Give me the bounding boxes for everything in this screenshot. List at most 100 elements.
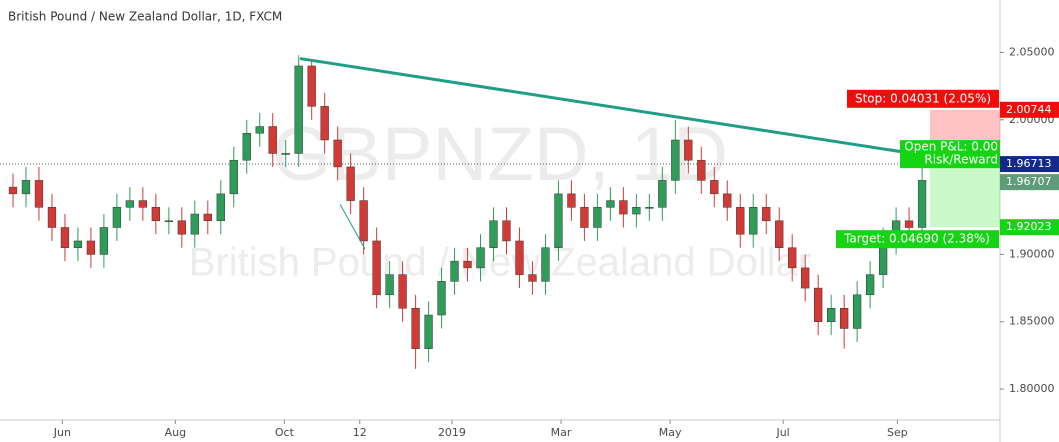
candle-body	[86, 240, 96, 255]
candle-body	[788, 247, 797, 269]
candle-body	[710, 180, 719, 195]
candle-body	[47, 207, 57, 228]
y-tick-label: 1.85000	[1009, 315, 1055, 328]
target-zone	[929, 164, 1000, 228]
candle-body	[554, 193, 563, 248]
candle-body	[645, 207, 654, 209]
candle-body	[73, 240, 83, 248]
candle-body	[775, 220, 784, 248]
x-tick-label: Oct	[275, 426, 295, 439]
watermark-name: British Pound / New Zealand Dollar	[189, 241, 812, 285]
y-tick-label: 1.90000	[1009, 247, 1055, 260]
candle-body	[164, 220, 173, 223]
x-tick-label: 2019	[438, 426, 466, 439]
y-tick-label: 2.05000	[1009, 46, 1055, 59]
x-tick-label: Mar	[551, 426, 572, 439]
candle-body	[515, 240, 524, 275]
candle-body	[450, 260, 459, 282]
candle-body	[865, 274, 875, 296]
candle-body	[541, 247, 550, 282]
candle-body	[671, 139, 680, 181]
candle-body	[255, 126, 264, 134]
candle-body	[437, 281, 446, 316]
candle-body	[814, 287, 823, 322]
candle-body	[723, 193, 732, 208]
candle-body	[411, 308, 420, 349]
price-tag-bg	[1000, 156, 1059, 173]
candle-body	[917, 180, 927, 228]
candle-body	[463, 260, 472, 269]
candle-body	[658, 180, 667, 208]
price-tag-bg	[1000, 101, 1059, 118]
candle-body	[762, 207, 771, 222]
candle-body	[606, 200, 615, 208]
candle-body	[840, 308, 849, 329]
y-tick-label: 1.80000	[1009, 382, 1055, 395]
candle-body	[359, 200, 368, 242]
candle-body	[99, 227, 109, 255]
target-label: Target: 0.04690 (2.38%)	[843, 232, 990, 246]
candle-body	[268, 126, 277, 154]
candle-body	[736, 207, 745, 235]
candle-body	[190, 213, 199, 235]
pnl-label-bg	[900, 140, 1000, 169]
x-tick-label: Aug	[165, 426, 186, 439]
candle-body	[125, 200, 135, 208]
candle-body	[749, 207, 758, 235]
target-label-bg	[836, 230, 999, 249]
trendline	[299, 57, 931, 158]
stop-label-bg	[847, 89, 999, 108]
x-tick-label: Jul	[775, 426, 789, 439]
price-tag: 2.00744	[1006, 103, 1052, 116]
candle-body	[138, 200, 148, 208]
candle-body	[632, 207, 641, 215]
rr-label: Risk/Reward	[924, 153, 998, 167]
candle-body	[281, 153, 290, 155]
candle-body	[203, 213, 212, 222]
candle-body	[697, 159, 706, 181]
price-tag: 1.96707	[1006, 175, 1052, 188]
price-tag-bg	[1000, 219, 1059, 236]
chart-title: British Pound / New Zealand Dollar, 1D, …	[8, 10, 282, 24]
candle-body	[242, 133, 251, 161]
candle-body	[294, 65, 303, 154]
candle-body	[528, 274, 537, 282]
pnl-label: Open P&L: 0.00	[904, 140, 998, 154]
candle-body	[852, 294, 862, 329]
candle-body	[307, 65, 316, 107]
stop-label: Stop: 0.04031 (2.05%)	[855, 91, 991, 105]
x-tick-label: Sep	[887, 426, 908, 439]
candle-body	[904, 220, 914, 228]
candle-body	[34, 180, 44, 208]
price-tag: 1.96713	[1006, 157, 1052, 170]
candle-body	[151, 207, 160, 222]
x-tick-label: 12	[353, 426, 367, 439]
candle-body	[489, 220, 498, 248]
x-tick-label: May	[659, 426, 682, 439]
candle-body	[476, 247, 485, 269]
candle-body	[320, 106, 329, 141]
x-tick-label: Jun	[53, 426, 71, 439]
candle-body	[827, 308, 836, 322]
candle-body	[580, 207, 589, 228]
candle-body	[398, 274, 407, 309]
price-tag-bg	[1000, 174, 1059, 191]
candle-body	[346, 166, 355, 201]
candle-body	[372, 240, 381, 296]
candle-body	[684, 139, 693, 161]
candle-body	[424, 314, 433, 349]
candle-body	[8, 186, 18, 195]
candle-body	[177, 220, 186, 235]
candle-body	[112, 207, 122, 228]
candle-body	[216, 193, 225, 222]
candle-body	[502, 220, 511, 242]
candle-body	[60, 227, 70, 248]
candle-body	[229, 159, 238, 195]
candle-body	[385, 274, 394, 296]
candle-body	[593, 207, 602, 228]
candle-body	[801, 267, 810, 289]
price-tag: 1.92023	[1006, 220, 1052, 233]
candle-body	[619, 200, 628, 215]
